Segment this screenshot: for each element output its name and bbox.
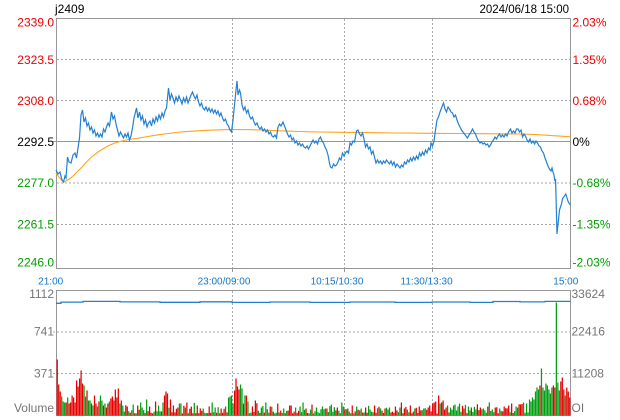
svg-text:11208: 11208 [572,366,605,380]
svg-text:2024/06/18 15:00: 2024/06/18 15:00 [479,4,569,16]
svg-text:2.03%: 2.03% [573,16,607,30]
svg-text:22416: 22416 [572,325,606,339]
svg-text:11:30/13:30: 11:30/13:30 [401,277,454,288]
svg-text:0%: 0% [573,135,591,149]
svg-text:2277.0: 2277.0 [17,176,54,190]
svg-text:15:00: 15:00 [553,277,578,288]
svg-text:OI: OI [572,401,585,415]
svg-text:-0.68%: -0.68% [573,176,611,190]
svg-text:0.68%: 0.68% [573,94,607,108]
svg-text:1112: 1112 [29,287,54,301]
svg-text:2261.5: 2261.5 [17,218,54,232]
svg-text:741: 741 [34,325,54,339]
svg-text:33624: 33624 [572,287,606,301]
svg-text:23:00/09:00: 23:00/09:00 [198,277,251,288]
svg-text:2308.0: 2308.0 [17,94,54,108]
svg-text:Volume: Volume [14,401,54,415]
svg-text:2292.5: 2292.5 [17,135,54,149]
svg-text:-2.03%: -2.03% [573,256,611,270]
svg-text:21:00: 21:00 [38,277,63,288]
svg-text:-1.35%: -1.35% [573,218,611,232]
svg-text:1.35%: 1.35% [573,53,607,67]
svg-text:2246.0: 2246.0 [17,256,54,270]
svg-text:371: 371 [34,366,54,380]
svg-text:2339.0: 2339.0 [17,16,54,30]
svg-text:j2409: j2409 [54,2,85,16]
svg-text:2323.5: 2323.5 [17,53,54,67]
svg-text:10:15/10:30: 10:15/10:30 [311,277,364,288]
